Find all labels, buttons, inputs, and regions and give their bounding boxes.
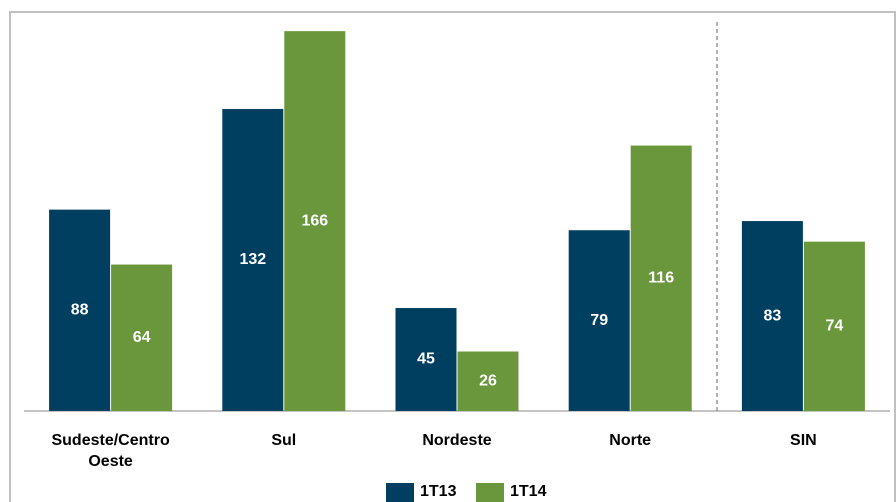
legend-label: 1T14 xyxy=(510,483,547,500)
data-label: 45 xyxy=(417,351,435,368)
bar xyxy=(222,108,284,411)
bar xyxy=(803,241,865,411)
legend-label: 1T13 xyxy=(420,483,457,500)
data-label: 79 xyxy=(590,312,608,329)
bar xyxy=(568,230,630,411)
bar xyxy=(111,264,173,411)
data-label: 116 xyxy=(648,270,674,287)
data-label: 74 xyxy=(826,318,844,335)
bar xyxy=(284,31,346,411)
data-label: 132 xyxy=(239,251,266,268)
legend-swatch xyxy=(386,483,414,502)
bar xyxy=(49,209,111,411)
x-tick-label: SIN xyxy=(790,432,817,449)
frame xyxy=(9,11,896,502)
x-tick-label: Sul xyxy=(271,432,297,449)
x-tick-label: Sudeste/Centro Oeste xyxy=(51,432,170,470)
bar xyxy=(457,351,519,411)
bar xyxy=(395,308,457,411)
x-tick-label: Nordeste xyxy=(422,432,492,449)
data-label: 64 xyxy=(133,329,151,346)
data-label: 83 xyxy=(764,307,782,324)
x-tick-label: Norte xyxy=(609,432,652,449)
bar xyxy=(630,145,692,412)
data-label: 166 xyxy=(301,212,328,229)
bar xyxy=(741,221,803,411)
data-label: 88 xyxy=(71,302,89,319)
legend-swatch xyxy=(476,483,504,502)
data-label: 26 xyxy=(479,372,497,389)
